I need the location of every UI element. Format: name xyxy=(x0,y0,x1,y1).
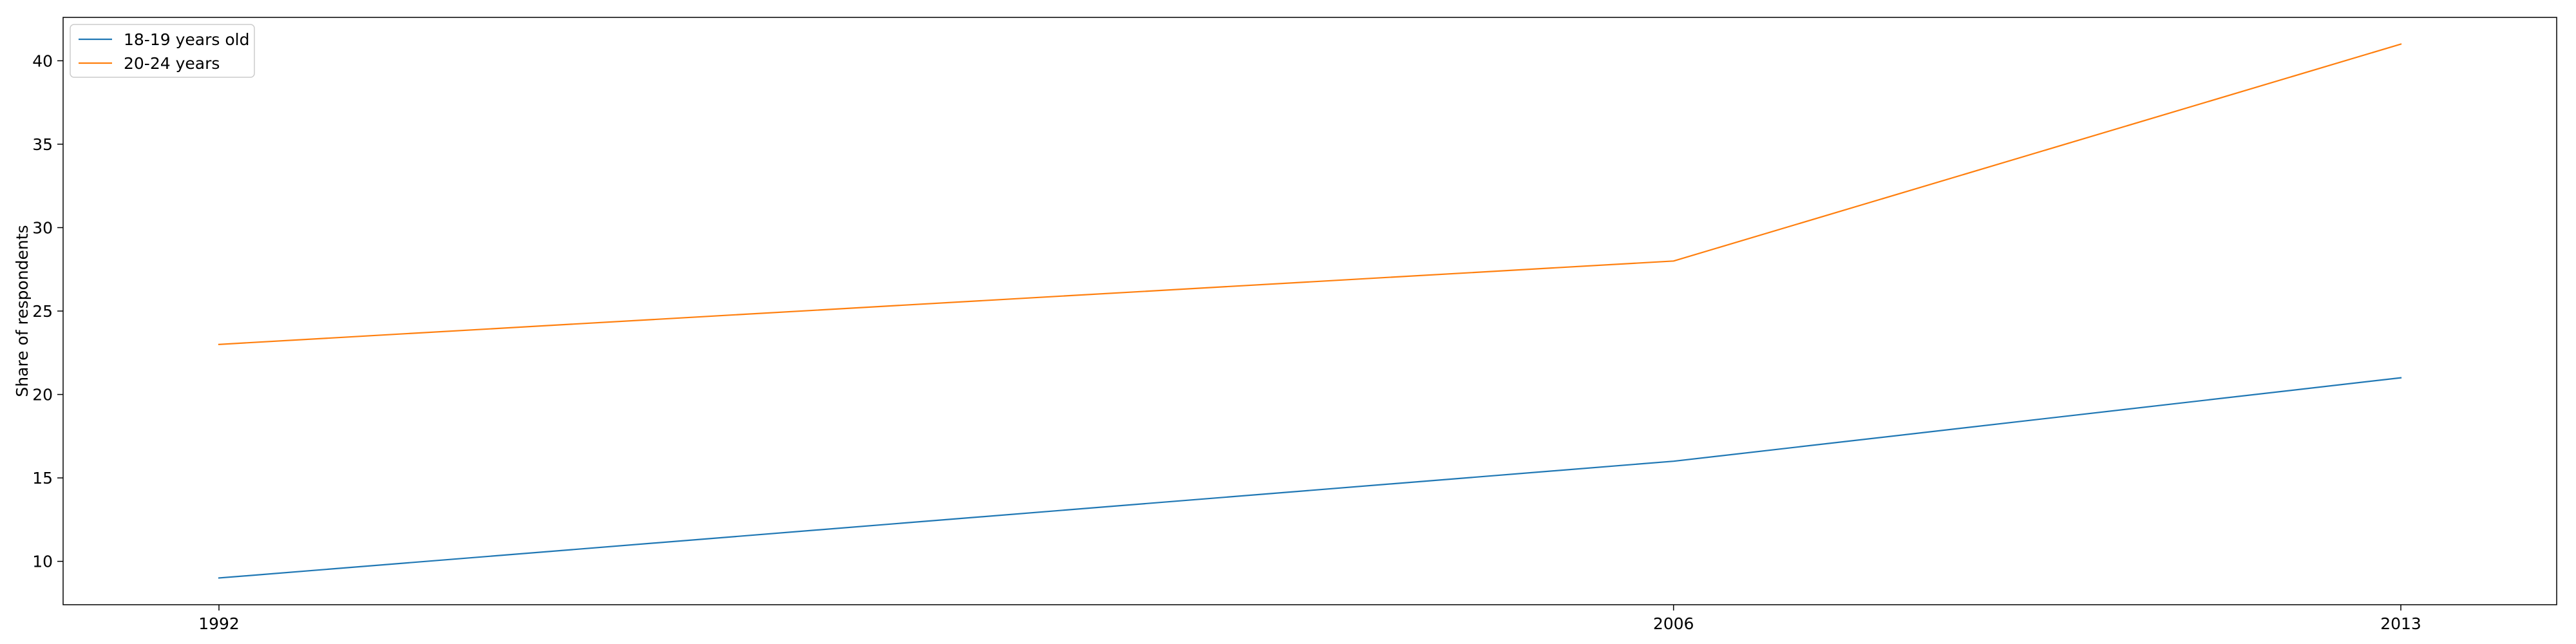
x-axis-ticks: 1992 2006 2013 xyxy=(198,605,2421,633)
y-tick-label: 25 xyxy=(32,302,53,321)
series-lines xyxy=(218,43,2402,579)
legend-label-1: 18-19 years old xyxy=(124,30,249,49)
y-tick-label: 20 xyxy=(32,386,53,404)
y-axis-label: Share of respondents xyxy=(13,225,32,397)
y-tick-label: 10 xyxy=(32,553,53,571)
legend-label-2: 20-24 years xyxy=(124,54,220,73)
y-tick-label: 35 xyxy=(32,135,53,154)
x-tick-label: 2013 xyxy=(2380,614,2421,633)
x-tick-label: 2006 xyxy=(1653,614,1694,633)
series-line-2 xyxy=(218,43,2402,345)
legend-box xyxy=(70,24,255,78)
x-tick-label: 1992 xyxy=(198,614,240,633)
y-axis-ticks: 10 15 20 25 30 35 40 xyxy=(32,52,63,571)
y-tick-label: 15 xyxy=(32,469,53,488)
plot-area-frame xyxy=(62,17,2557,605)
series-line-1 xyxy=(218,377,2402,579)
legend: 18-19 years old 20-24 years xyxy=(70,24,255,78)
y-tick-label: 30 xyxy=(32,218,53,237)
y-tick-label: 40 xyxy=(32,52,53,70)
